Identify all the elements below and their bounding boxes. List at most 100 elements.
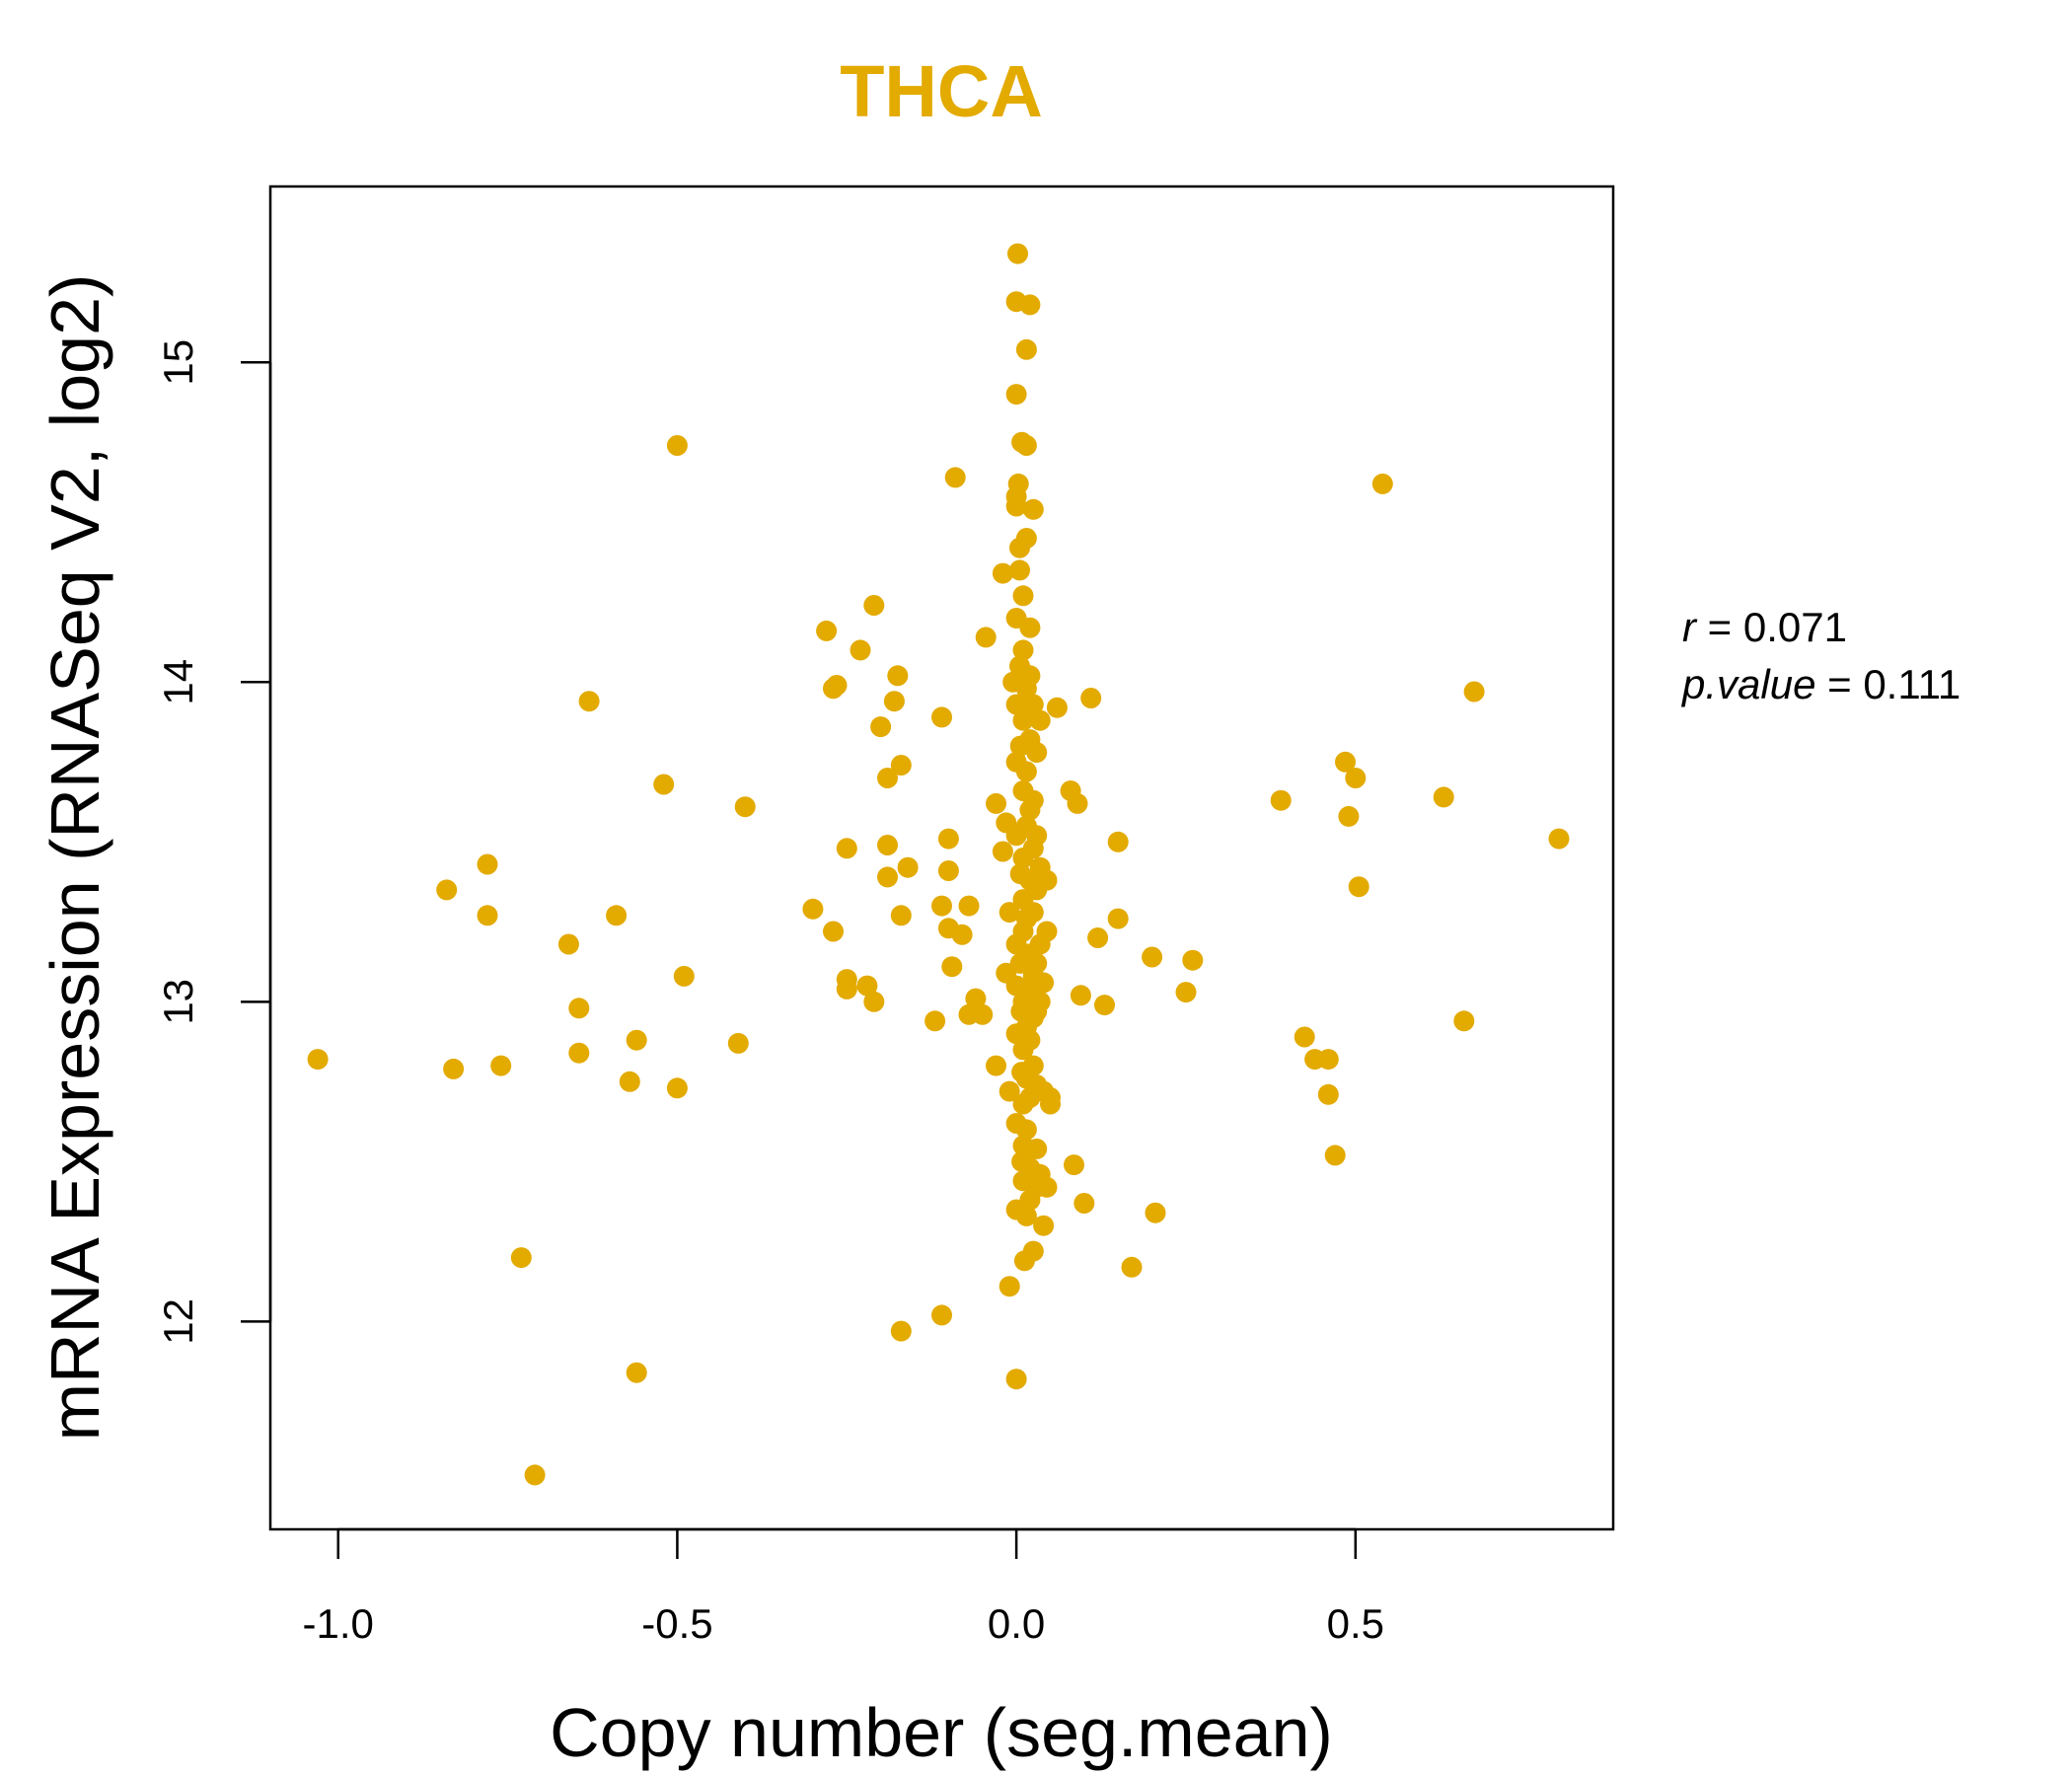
data-point [999,1080,1020,1102]
data-point [1182,949,1204,971]
data-point [477,853,498,875]
x-tick-label: -1.0 [303,1600,374,1647]
data-point [1345,768,1367,788]
data-point [1015,761,1037,782]
data-point [890,905,912,926]
data-point [897,856,919,878]
data-point [958,895,980,917]
data-point [653,774,675,795]
data-point [1015,1205,1037,1226]
data-point [1046,697,1068,718]
y-tick-label: 13 [155,979,201,1025]
data-point [1005,694,1027,715]
data-point [941,956,963,978]
data-point [477,905,498,926]
data-point [524,1464,546,1486]
y-tick-label: 12 [155,1298,201,1345]
data-point [666,1077,688,1099]
data-point [1040,1093,1061,1115]
y-axis: 12 13 14 15 [155,339,272,1345]
y-axis-title: mRNA Expression (RNASeq V2, log2) [37,274,113,1442]
data-points [307,243,1570,1486]
data-point [1433,786,1454,808]
data-point [1005,1369,1027,1390]
data-point [1005,495,1027,517]
data-point [1009,559,1030,581]
data-point [1036,869,1058,891]
data-point [890,755,912,776]
data-point [975,627,997,648]
data-point [568,1042,590,1064]
data-point [1015,435,1037,456]
data-point [931,1304,952,1326]
data-point [877,835,898,855]
p-stat: p.value = 0.111 [1680,661,1961,707]
data-point [826,675,848,696]
data-point [1012,639,1034,661]
data-point [1022,694,1044,715]
data-point [1453,1010,1475,1032]
data-point [965,988,987,1009]
data-point [992,841,1013,862]
data-point [619,1071,640,1092]
data-point [1012,585,1034,607]
data-point [890,1320,912,1342]
data-point [850,639,871,661]
data-point [1029,991,1051,1012]
data-point [1015,528,1037,549]
data-point [1036,921,1058,942]
data-point [1019,1029,1041,1051]
data-point [1338,805,1360,827]
data-point [673,965,695,987]
data-point [1007,243,1028,264]
data-point [1094,995,1115,1016]
data-point [1022,902,1044,924]
data-point [1371,473,1393,494]
data-point [1294,1026,1315,1048]
p-label: p.value [1680,661,1815,707]
data-point [937,828,959,850]
p-value: 0.111 [1863,661,1961,707]
data-point [1073,1193,1095,1214]
data-point [443,1058,465,1079]
data-point [510,1247,532,1269]
data-point [1015,1119,1037,1141]
data-point [986,792,1006,814]
data-point [1012,709,1034,731]
data-point [823,921,844,942]
data-point [1007,473,1029,494]
chart-title: THCA [840,50,1043,132]
data-point [1463,681,1485,703]
data-point [568,998,590,1019]
data-point [925,1010,946,1032]
y-tick-label: 15 [155,339,201,386]
data-point [606,905,628,926]
data-point [1335,751,1356,773]
x-tick-label: 0.5 [1327,1600,1384,1647]
x-axis-title: Copy number (seg.mean) [550,1694,1333,1771]
data-point [1064,1154,1084,1176]
data-point [931,706,952,728]
x-tick-label: 0.0 [988,1600,1045,1647]
data-point [836,838,857,859]
data-point [1548,828,1570,850]
data-point [1022,1055,1044,1076]
data-point [1019,294,1041,316]
data-point [1029,709,1051,731]
data-point [1317,1083,1339,1105]
data-point [1026,1138,1048,1159]
p-equals: = [1815,661,1863,707]
data-point [1026,952,1048,974]
data-point [999,1276,1020,1297]
data-point [557,933,579,955]
y-tick-label: 14 [155,659,201,705]
data-point [1070,985,1091,1006]
data-point [1107,831,1129,852]
data-point [1019,665,1041,687]
data-point [1022,789,1044,811]
data-point [816,620,838,641]
plot-frame [268,185,1615,1531]
data-point [578,691,600,712]
x-axis: -1.0 -0.5 0.0 0.5 [303,1527,1384,1647]
